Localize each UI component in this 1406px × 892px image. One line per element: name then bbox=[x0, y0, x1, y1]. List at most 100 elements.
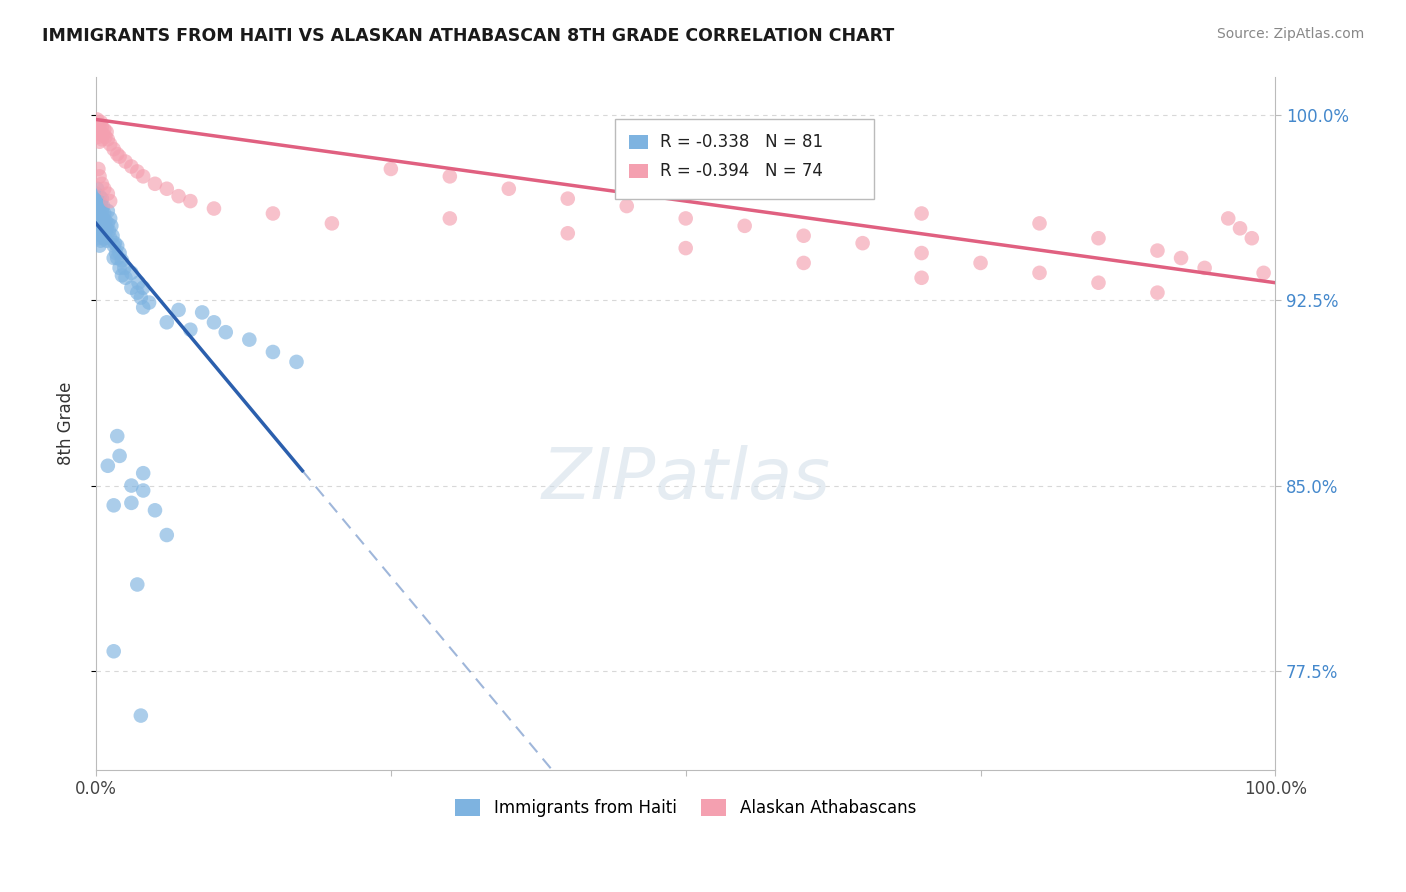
Point bbox=[96, 221, 118, 235]
Point bbox=[108, 150, 131, 164]
Point bbox=[1240, 231, 1263, 245]
Point bbox=[156, 182, 179, 196]
Point bbox=[179, 194, 201, 208]
Point bbox=[98, 231, 121, 245]
Point bbox=[89, 227, 111, 241]
Point bbox=[793, 228, 815, 243]
Point bbox=[852, 236, 875, 251]
Point bbox=[94, 129, 117, 144]
Point bbox=[90, 209, 112, 223]
Point bbox=[93, 206, 115, 220]
FancyBboxPatch shape bbox=[628, 164, 648, 178]
Point bbox=[675, 241, 697, 255]
Point bbox=[1087, 276, 1109, 290]
Point bbox=[202, 315, 225, 329]
Point bbox=[105, 238, 128, 252]
Point bbox=[97, 204, 120, 219]
Point bbox=[969, 256, 991, 270]
Point bbox=[132, 301, 155, 315]
Point bbox=[557, 192, 579, 206]
Point bbox=[1087, 231, 1109, 245]
Point bbox=[87, 219, 110, 233]
Point bbox=[127, 285, 149, 300]
Point bbox=[105, 246, 128, 260]
Point bbox=[112, 260, 135, 275]
Point bbox=[96, 234, 118, 248]
Point bbox=[114, 270, 136, 285]
Point bbox=[87, 118, 110, 132]
Point bbox=[89, 135, 111, 149]
Point bbox=[87, 194, 110, 208]
Point bbox=[90, 192, 112, 206]
Point bbox=[93, 182, 115, 196]
Text: R = -0.338   N = 81: R = -0.338 N = 81 bbox=[659, 133, 823, 151]
Point bbox=[262, 206, 284, 220]
FancyBboxPatch shape bbox=[614, 119, 875, 199]
Point bbox=[1146, 244, 1168, 258]
Point bbox=[167, 189, 190, 203]
Point bbox=[1028, 216, 1050, 230]
Point bbox=[129, 708, 152, 723]
Point bbox=[96, 125, 118, 139]
Point bbox=[132, 281, 155, 295]
Point bbox=[215, 325, 238, 339]
Point bbox=[97, 186, 120, 201]
Point bbox=[439, 169, 461, 184]
Point bbox=[1146, 285, 1168, 300]
Point bbox=[86, 182, 108, 196]
Point bbox=[439, 211, 461, 226]
Point bbox=[616, 199, 638, 213]
Point bbox=[111, 253, 134, 268]
Point bbox=[1194, 260, 1216, 275]
Point bbox=[120, 160, 142, 174]
Point bbox=[98, 194, 121, 208]
Point bbox=[132, 169, 155, 184]
Point bbox=[167, 302, 190, 317]
Point bbox=[98, 137, 121, 152]
Text: IMMIGRANTS FROM HAITI VS ALASKAN ATHABASCAN 8TH GRADE CORRELATION CHART: IMMIGRANTS FROM HAITI VS ALASKAN ATHABAS… bbox=[42, 27, 894, 45]
Point bbox=[380, 161, 402, 176]
Point bbox=[262, 345, 284, 359]
Point bbox=[127, 276, 149, 290]
Point bbox=[132, 466, 155, 480]
Text: ZIPatlas: ZIPatlas bbox=[541, 444, 830, 514]
Point bbox=[86, 199, 108, 213]
Point bbox=[86, 211, 108, 226]
Point bbox=[105, 429, 128, 443]
Point bbox=[97, 458, 120, 473]
Point bbox=[179, 323, 201, 337]
Point bbox=[90, 234, 112, 248]
Point bbox=[156, 315, 179, 329]
Point bbox=[1218, 211, 1240, 226]
Point bbox=[285, 355, 308, 369]
Point bbox=[111, 268, 134, 283]
Point bbox=[93, 231, 115, 245]
Point bbox=[87, 129, 110, 144]
Point bbox=[156, 528, 179, 542]
Point bbox=[127, 164, 149, 178]
Point bbox=[90, 120, 112, 134]
Point bbox=[120, 478, 142, 492]
Point bbox=[84, 186, 107, 201]
Point bbox=[90, 132, 112, 146]
Point bbox=[91, 211, 114, 226]
Point bbox=[910, 246, 932, 260]
Point bbox=[98, 211, 121, 226]
Point bbox=[90, 196, 112, 211]
Y-axis label: 8th Grade: 8th Grade bbox=[58, 382, 75, 466]
Point bbox=[120, 266, 142, 280]
Point bbox=[94, 227, 117, 241]
Point bbox=[143, 177, 166, 191]
Point bbox=[202, 202, 225, 216]
Legend: Immigrants from Haiti, Alaskan Athabascans: Immigrants from Haiti, Alaskan Athabasca… bbox=[449, 792, 922, 824]
Point bbox=[89, 189, 111, 203]
Point bbox=[87, 206, 110, 220]
Point bbox=[93, 219, 115, 233]
Point bbox=[675, 211, 697, 226]
Point bbox=[90, 228, 112, 243]
Text: R = -0.394   N = 74: R = -0.394 N = 74 bbox=[659, 162, 823, 180]
Point bbox=[793, 256, 815, 270]
Point bbox=[138, 295, 160, 310]
Point bbox=[143, 503, 166, 517]
Point bbox=[90, 204, 112, 219]
